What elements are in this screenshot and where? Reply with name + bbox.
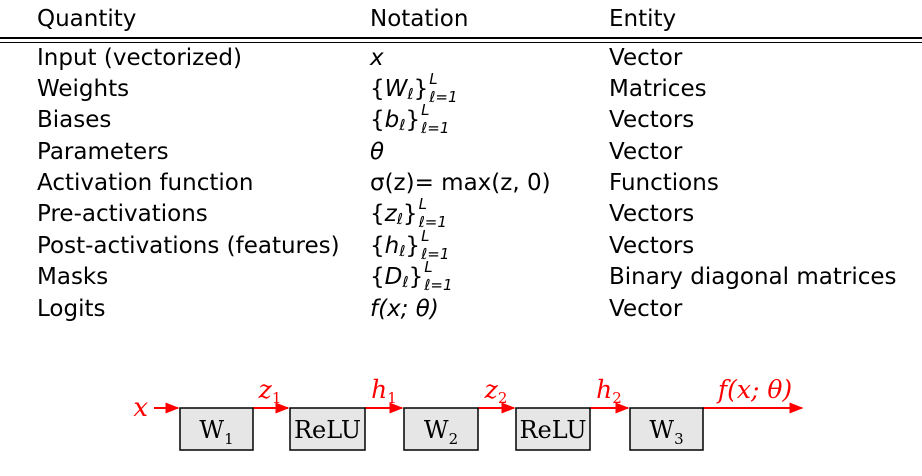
row-notation: f(x; θ) (370, 295, 439, 323)
notation-index: ℓ (396, 210, 403, 228)
notation-index: ℓ (399, 242, 406, 260)
edge-label: z2 (484, 375, 508, 407)
notation-index: ℓ (402, 273, 409, 291)
notation-lower: ℓ=1 (424, 276, 453, 294)
header-entity: Entity (609, 6, 677, 32)
block-relu-box (289, 407, 366, 451)
output-label: f(x; θ) (716, 375, 792, 404)
row-entity: Vectors (609, 201, 695, 227)
header-notation: Notation (370, 6, 469, 32)
notation-text: σ(z)= max(z, 0) (370, 170, 551, 196)
row-notation: θ (370, 138, 384, 166)
notation-text: θ (370, 139, 385, 165)
notation-lower: ℓ=1 (418, 213, 447, 231)
row-entity: Binary diagonal matrices (609, 264, 897, 290)
row-notation: x (370, 44, 384, 72)
edge-label: z1 (258, 375, 282, 407)
notation-upper: L (421, 101, 430, 119)
notation-upper: L (424, 258, 433, 276)
notation-lower: ℓ=1 (429, 88, 458, 106)
notation-base: z (384, 201, 397, 227)
edge-label: h1 (371, 375, 397, 407)
edge-label: h2 (596, 375, 622, 407)
row-entity: Matrices (609, 76, 707, 102)
row-quantity: Pre-activations (37, 201, 208, 227)
block-weight-label: W3 (649, 416, 683, 448)
notation-upper: L (429, 70, 438, 88)
row-quantity: Activation function (37, 170, 254, 196)
notation-base: h (384, 233, 400, 259)
row-quantity: Input (vectorized) (37, 45, 242, 71)
block-relu-label: ReLU (294, 416, 361, 444)
row-quantity: Masks (37, 264, 109, 290)
header-quantity: Quantity (37, 6, 137, 32)
table-header-rule (0, 42, 922, 43)
notation-base: D (384, 264, 403, 290)
row-entity: Vector (609, 45, 683, 71)
row-quantity: Weights (37, 76, 130, 102)
notation-upper: L (418, 195, 427, 213)
notation-table: Quantity Notation Entity Input (vectoriz… (0, 6, 922, 323)
row-quantity: Parameters (37, 139, 169, 165)
notation-lower: ℓ=1 (421, 245, 450, 263)
block-weight-box (179, 407, 254, 451)
row-notation: σ(z)= max(z, 0) (370, 169, 551, 197)
notation-text: f(x; θ) (370, 296, 439, 322)
row-entity: Vector (609, 296, 683, 322)
row-quantity: Post-activations (features) (37, 233, 340, 259)
notation-lower: ℓ=1 (421, 119, 450, 137)
row-entity: Vector (609, 139, 683, 165)
block-relu-label: ReLU (519, 416, 586, 444)
row-entity: Vectors (609, 233, 695, 259)
table-top-rule (0, 37, 922, 39)
block-weight-box (629, 407, 704, 451)
block-weight-label: W2 (424, 416, 458, 448)
row-quantity: Biases (37, 107, 112, 133)
block-weight-box (403, 407, 479, 451)
notation-base: b (384, 107, 400, 133)
network-diagram: W1 ReLU W2 ReLU W3 x z1 h1 z2 h2 f(x; θ) (133, 375, 804, 451)
notation-base: W (384, 76, 408, 102)
notation-upper: L (421, 227, 430, 245)
block-weight-label: W1 (199, 416, 233, 448)
row-entity: Vectors (609, 107, 695, 133)
block-relu-box (515, 407, 591, 451)
row-entity: Functions (609, 170, 719, 196)
row-quantity: Logits (37, 296, 106, 322)
notation-text: x (370, 45, 384, 71)
input-label: x (133, 393, 148, 423)
notation-index: ℓ (407, 85, 414, 103)
notation-index: ℓ (399, 116, 406, 134)
